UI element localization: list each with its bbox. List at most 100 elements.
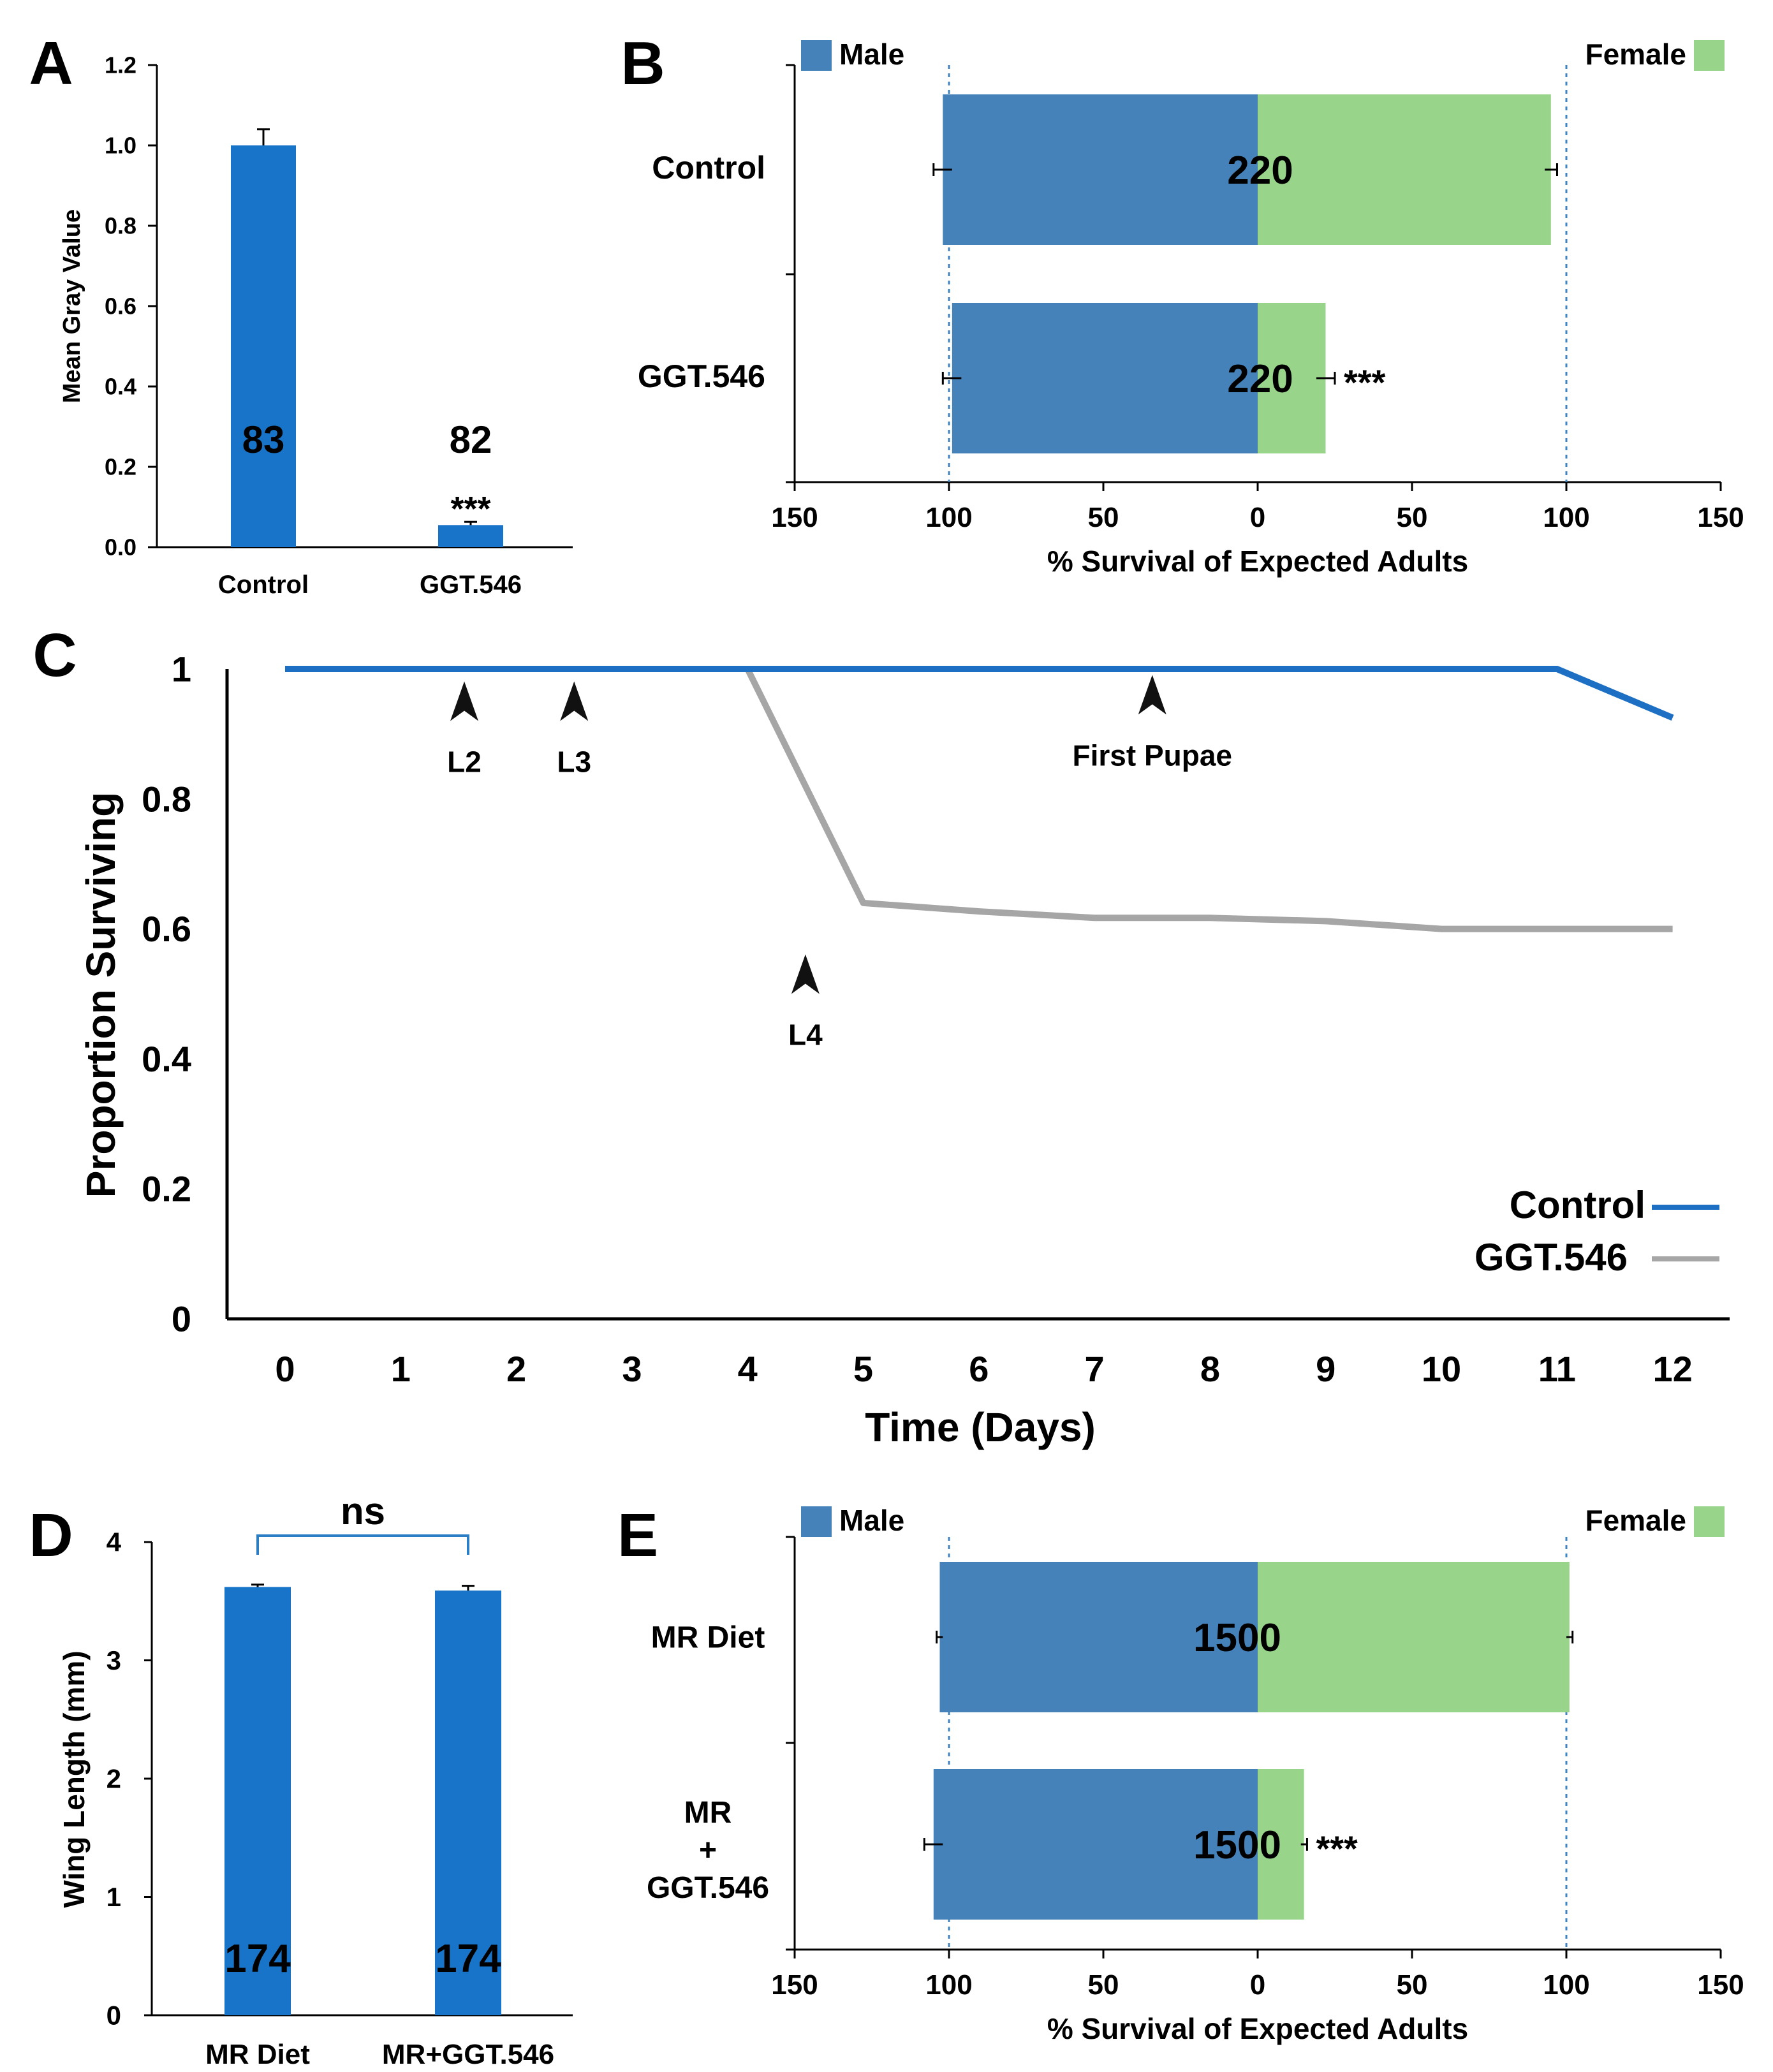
x-tick-label-c: 1 (391, 1349, 411, 1389)
category-label-e: MR Diet (651, 1621, 765, 1655)
bar-male-b-1 (952, 303, 1258, 453)
x-tick-label-c: 6 (969, 1349, 989, 1389)
y-tick-label-a: 0.6 (105, 293, 136, 320)
bar-female-b-1 (1258, 303, 1326, 453)
x-tick-label-b: 100 (925, 502, 972, 533)
panel-letter-a: A (29, 29, 73, 98)
x-tick-label-c: 11 (1538, 1349, 1576, 1389)
category-label-b: GGT.546 (638, 358, 765, 394)
n-label-e: 1500 (1193, 1823, 1281, 1867)
legend-label-female-b: Female (1585, 38, 1686, 71)
y-tick-label-a: 1.2 (105, 52, 136, 78)
category-label-b: Control (652, 150, 765, 186)
y-tick-label-c: 1 (172, 649, 191, 689)
x-axis-title-e: % Survival of Expected Adults (1047, 2012, 1468, 2045)
n-label-b: 220 (1227, 149, 1293, 193)
x-tick-label-c: 4 (738, 1349, 758, 1389)
x-tick-label-c: 9 (1316, 1349, 1335, 1389)
category-label-e: GGT.546 (647, 1871, 769, 1905)
x-tick-label-b: 150 (771, 502, 818, 533)
annotation-label-c: L2 (447, 746, 482, 779)
x-tick-label-c: 3 (622, 1349, 642, 1389)
x-tick-label-e: 150 (771, 1969, 818, 2001)
comparison-label-d: ns (341, 1490, 385, 1532)
y-tick-label-c: 0.2 (142, 1169, 191, 1209)
significance-e: *** (1316, 1828, 1358, 1869)
bar-d-1 (435, 1591, 501, 2015)
x-tick-label-a: GGT.546 (420, 571, 522, 599)
y-tick-label-c: 0.6 (142, 909, 191, 949)
y-axis-title-d: Wing Length (mm) (57, 1650, 91, 1907)
y-tick-label-d: 4 (107, 1527, 122, 1557)
y-tick-label-c: 0.4 (142, 1039, 191, 1079)
x-tick-label-c: 10 (1422, 1349, 1461, 1389)
x-tick-label-b: 50 (1397, 502, 1428, 533)
panel-letter-e: E (617, 1501, 658, 1569)
arrowhead-marker (1138, 675, 1166, 715)
n-label-a: 82 (450, 418, 492, 461)
comparison-bracket-d (256, 1534, 469, 1555)
y-tick-label-d: 1 (107, 1882, 121, 1912)
n-label-d: 174 (224, 1937, 291, 1981)
legend-swatch-male-b (801, 40, 832, 71)
x-axis-title-b: % Survival of Expected Adults (1047, 545, 1468, 578)
bar-female-e-0 (1258, 1562, 1570, 1712)
x-tick-label-a: Control (218, 571, 309, 599)
x-tick-label-c: 12 (1652, 1349, 1692, 1389)
legend-label-male-b: Male (839, 38, 904, 71)
arrowhead-marker (560, 681, 589, 721)
significance-b: *** (1344, 362, 1386, 402)
legend-label-control-c: Control (1510, 1184, 1645, 1226)
annotation-label-c: L4 (788, 1018, 823, 1052)
bar-a-1 (438, 525, 503, 547)
panel-letter-c: C (33, 621, 77, 689)
n-label-a: 83 (242, 418, 285, 461)
x-tick-label-e: 50 (1397, 1969, 1428, 2001)
y-axis-title-a: Mean Gray Value (59, 209, 85, 403)
bar-d-0 (224, 1587, 291, 2015)
x-tick-label-c: 8 (1200, 1349, 1220, 1389)
y-tick-label-a: 0.8 (105, 213, 136, 239)
annotation-label-c: First Pupae (1072, 738, 1232, 772)
x-tick-label-e: 150 (1697, 1969, 1744, 2001)
n-label-b: 220 (1227, 357, 1293, 401)
x-tick-label-c: 5 (853, 1349, 873, 1389)
y-tick-label-a: 0.2 (105, 454, 136, 480)
x-tick-label-b: 0 (1250, 502, 1265, 533)
annotation-label-c: L3 (557, 746, 591, 779)
arrowhead-marker (791, 954, 820, 994)
x-axis-title-c: Time (Days) (865, 1404, 1096, 1450)
x-tick-label-e: 50 (1088, 1969, 1119, 2001)
panel-letter-b: B (621, 29, 665, 98)
legend-label-female-e: Female (1585, 1504, 1686, 1537)
bar-male-e-0 (939, 1562, 1258, 1712)
x-tick-label-b: 100 (1543, 502, 1589, 533)
x-tick-label-c: 0 (275, 1349, 295, 1389)
legend-swatch-female-e (1694, 1506, 1725, 1537)
n-label-e: 1500 (1193, 1616, 1281, 1660)
x-tick-label-b: 150 (1697, 502, 1744, 533)
legend-label-male-e: Male (839, 1504, 904, 1537)
legend-swatch-female-b (1694, 40, 1725, 71)
x-tick-label-d: MR+GGT.546 (382, 2039, 554, 2070)
bar-male-e-1 (933, 1769, 1258, 1920)
legend-label-ggt-c: GGT.546 (1475, 1236, 1628, 1279)
x-tick-label-c: 7 (1085, 1349, 1105, 1389)
series-line-ggt546 (285, 666, 1673, 932)
y-tick-label-c: 0 (172, 1299, 191, 1339)
legend-swatch-male-e (801, 1506, 832, 1537)
x-tick-label-b: 50 (1088, 502, 1119, 533)
x-tick-label-e: 100 (1543, 1969, 1589, 2001)
x-tick-label-c: 2 (506, 1349, 526, 1389)
bar-female-b-0 (1258, 94, 1551, 245)
y-tick-label-d: 0 (107, 2001, 121, 2031)
panel-letter-d: D (29, 1501, 73, 1569)
series-line-control (285, 666, 1674, 721)
bar-female-e-1 (1258, 1769, 1304, 1920)
y-tick-label-c: 0.8 (142, 779, 191, 819)
category-label-e: MR (684, 1796, 732, 1830)
x-tick-label-e: 100 (925, 1969, 972, 2001)
y-tick-label-d: 3 (107, 1645, 121, 1675)
category-label-e: + (699, 1833, 717, 1867)
